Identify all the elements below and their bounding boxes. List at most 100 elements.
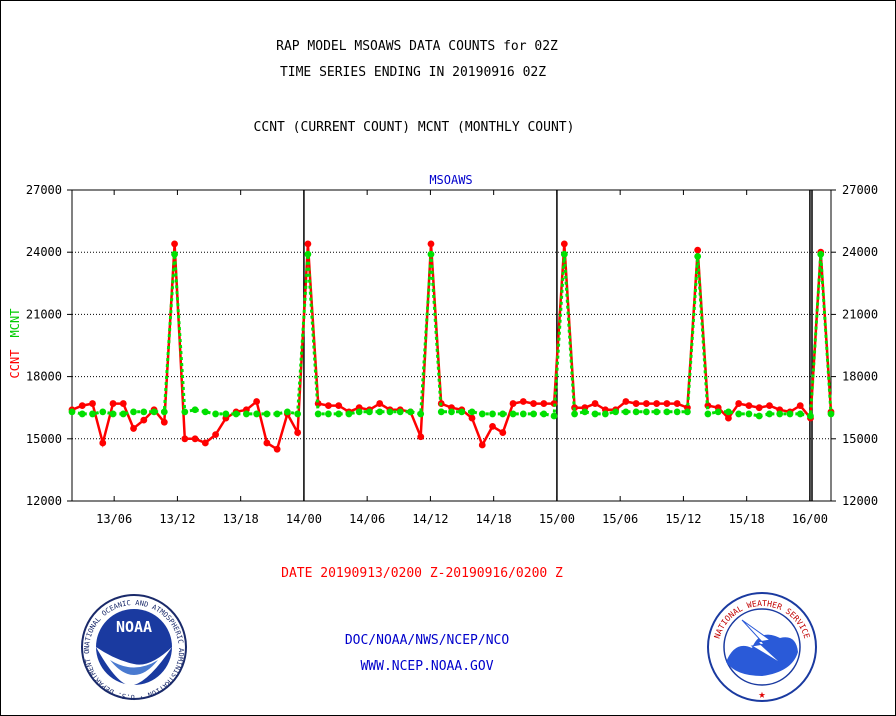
data-point-mcnt: [642, 408, 650, 416]
data-point-mcnt: [499, 410, 507, 418]
data-point-mcnt: [150, 408, 158, 416]
data-point-mcnt: [458, 408, 466, 416]
chart-title-line-1: RAP MODEL MSOAWS DATA COUNTS for 02Z: [276, 39, 558, 54]
data-point-ccnt: [519, 398, 527, 405]
series-layer: [68, 240, 835, 453]
data-point-mcnt: [560, 250, 568, 258]
data-point-ccnt: [766, 402, 773, 410]
data-point-mcnt: [530, 410, 537, 418]
data-point-mcnt: [694, 252, 702, 260]
x-tick-label: 15/00: [539, 512, 575, 526]
y-tick-label-left: 18000: [26, 370, 62, 384]
x-tick-label: 14/12: [412, 512, 448, 526]
data-point-ccnt: [140, 416, 148, 424]
data-point-mcnt: [489, 410, 496, 418]
date-range-label: DATE 20190913/0200 Z-20190916/0200 Z: [281, 566, 563, 581]
noaa-logo: NOAA NATIONAL OCEANIC AND ATMOSPHERIC AD…: [0, 0, 187, 701]
data-point-mcnt: [304, 250, 312, 258]
data-point-ccnt: [89, 400, 96, 407]
data-point-mcnt: [119, 410, 127, 418]
data-point-ccnt: [673, 400, 681, 407]
data-point-mcnt: [273, 410, 281, 418]
data-point-mcnt: [345, 410, 353, 418]
plot-area: [71, 189, 832, 502]
data-point-mcnt: [766, 410, 773, 418]
nws-logo: ★ NATIONAL WEATHER SERVICE: [707, 592, 817, 702]
data-point-mcnt: [745, 410, 753, 418]
data-point-mcnt: [130, 408, 137, 416]
y-tick-label-left: 21000: [26, 307, 62, 321]
data-point-mcnt: [417, 410, 425, 418]
data-point-mcnt: [755, 412, 763, 420]
data-point-ccnt: [273, 445, 281, 453]
website-link[interactable]: WWW.NCEP.NOAA.GOV: [360, 659, 494, 674]
data-point-ccnt: [376, 400, 384, 407]
y-tick-label-left: 15000: [26, 432, 62, 446]
data-point-mcnt: [817, 250, 825, 258]
x-tick-label: 14/06: [349, 512, 385, 526]
data-point-ccnt: [325, 402, 332, 410]
data-point-mcnt: [581, 408, 589, 416]
data-point-mcnt: [550, 412, 558, 420]
data-point-mcnt: [437, 408, 445, 416]
data-point-ccnt: [735, 400, 743, 407]
data-point-mcnt: [212, 410, 219, 418]
data-point-mcnt: [68, 408, 76, 416]
data-point-ccnt: [499, 429, 507, 436]
data-point-mcnt: [827, 410, 835, 418]
data-point-ccnt: [468, 414, 476, 422]
x-tick-label: 15/06: [602, 512, 638, 526]
data-point-mcnt: [325, 410, 332, 418]
series-line-mcnt: [71, 254, 833, 418]
data-point-mcnt: [714, 408, 722, 416]
y-tick-label-left: 12000: [26, 494, 62, 508]
x-tick-label: 16/00: [792, 512, 828, 526]
data-point-mcnt: [294, 410, 302, 418]
y-tick-label-right: 27000: [842, 183, 878, 197]
data-point-ccnt: [745, 402, 753, 410]
data-point-mcnt: [519, 410, 527, 418]
nws-cloud-icon: [726, 634, 798, 676]
data-point-ccnt: [304, 240, 312, 248]
data-point-mcnt: [468, 408, 476, 416]
data-point-ccnt: [796, 402, 804, 410]
data-point-mcnt: [283, 408, 291, 416]
data-point-mcnt: [99, 408, 107, 416]
noaa-logo-text: NOAA: [116, 618, 152, 636]
data-point-mcnt: [232, 410, 240, 418]
data-point-ccnt: [181, 435, 189, 443]
data-point-ccnt: [755, 404, 763, 412]
x-tick-label: 15/18: [729, 512, 765, 526]
data-point-ccnt: [560, 240, 568, 248]
data-point-mcnt: [140, 408, 148, 416]
axis-layer: 12000 12000 15000 15000 18000 18000 21000 21000…: [26, 183, 878, 526]
data-point-ccnt: [509, 400, 517, 407]
x-tick-label: 14/00: [286, 512, 322, 526]
data-point-ccnt: [642, 400, 650, 407]
data-point-mcnt: [78, 410, 86, 418]
data-point-ccnt: [489, 422, 496, 430]
data-point-ccnt: [294, 429, 302, 436]
nws-lightning-icon: [741, 619, 783, 665]
data-point-ccnt: [253, 398, 261, 405]
data-point-ccnt: [478, 441, 486, 449]
data-point-mcnt: [109, 410, 117, 418]
data-point-mcnt: [601, 410, 609, 418]
data-point-ccnt: [78, 402, 86, 410]
data-point-mcnt: [684, 408, 691, 416]
chart-title-line-2: TIME SERIES ENDING IN 20190916 02Z: [279, 65, 547, 80]
x-tick-label: 13/18: [223, 512, 259, 526]
data-point-ccnt: [130, 425, 137, 432]
data-point-mcnt: [571, 410, 578, 418]
data-point-mcnt: [242, 410, 250, 418]
data-point-mcnt: [448, 408, 455, 416]
y-tick-label-left: 24000: [26, 245, 62, 259]
data-point-mcnt: [509, 410, 517, 418]
data-point-mcnt: [191, 406, 199, 414]
data-point-mcnt: [796, 410, 804, 418]
data-point-mcnt: [540, 410, 548, 418]
data-point-mcnt: [355, 408, 363, 416]
data-point-mcnt: [376, 408, 384, 416]
x-tick-label: 15/12: [665, 512, 701, 526]
